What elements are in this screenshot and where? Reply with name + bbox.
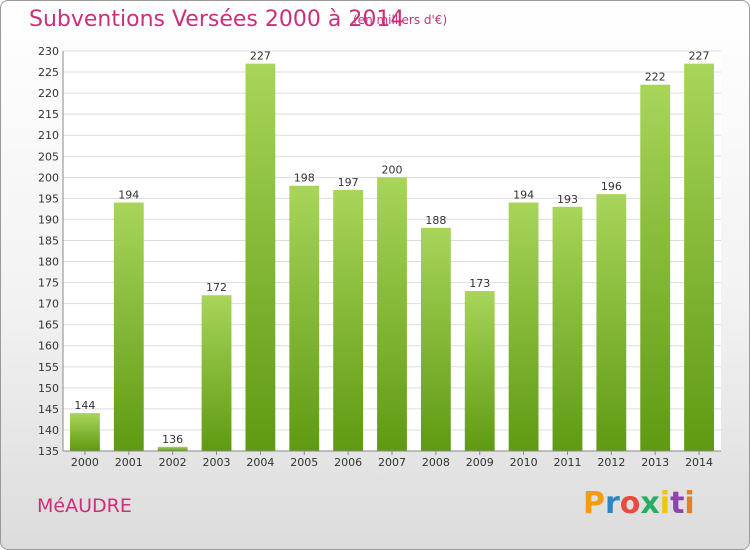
bar-value-label: 173 (469, 277, 490, 290)
bar-value-label: 227 (689, 50, 710, 63)
bar-value-label: 200 (382, 163, 403, 176)
bar-2002 (157, 446, 188, 451)
bar-value-label: 194 (118, 189, 139, 202)
bar-value-label: 144 (74, 399, 95, 412)
logo-letter: x (640, 486, 660, 521)
bar-value-label: 222 (645, 71, 666, 84)
y-tick-label: 150 (38, 382, 59, 395)
logo-letter: t (670, 486, 685, 521)
x-axis-ticks: 2000 2001 2002 2003 2004 2005 2006 2007 2008 2009… (71, 451, 713, 469)
y-tick-label: 220 (38, 87, 59, 100)
bar-2011 (552, 206, 583, 451)
x-tick-label: 2007 (378, 456, 406, 469)
bar-value-label: 194 (513, 189, 534, 202)
y-tick-label: 210 (38, 129, 59, 142)
logo-letter: r (605, 486, 620, 521)
bar-value-label: 193 (557, 193, 578, 206)
bar-value-label: 172 (206, 281, 227, 294)
logo-letter: o (619, 486, 641, 521)
bar-2008 (420, 227, 451, 451)
bar-2010 (508, 202, 539, 451)
bar-2014 (684, 63, 714, 451)
bar-2007 (377, 177, 407, 451)
y-tick-label: 145 (38, 403, 59, 416)
bar-2013 (640, 84, 671, 452)
y-tick-label: 215 (38, 108, 59, 121)
x-tick-label: 2002 (159, 456, 187, 469)
x-tick-label: 2005 (290, 456, 318, 469)
bar-value-label: 196 (601, 180, 622, 193)
commune-name: MéAUDRE (37, 495, 132, 517)
x-tick-label: 2013 (641, 456, 669, 469)
logo-letter: P (583, 486, 605, 521)
x-tick-label: 2012 (597, 456, 625, 469)
y-tick-label: 190 (38, 213, 59, 226)
y-tick-label: 205 (38, 150, 59, 163)
bar-2001 (113, 202, 144, 451)
bar-value-label: 188 (425, 214, 446, 227)
x-tick-label: 2011 (553, 456, 581, 469)
x-tick-label: 2008 (422, 456, 450, 469)
logo-letter: i (684, 486, 695, 521)
bar-2009 (464, 291, 495, 451)
logo-letter: i (659, 486, 671, 521)
x-tick-label: 2006 (334, 456, 362, 469)
x-tick-label: 2004 (246, 456, 274, 469)
y-tick-label: 140 (38, 424, 59, 437)
bar-value-label: 227 (250, 50, 271, 63)
y-tick-label: 230 (38, 45, 59, 58)
x-tick-label: 2001 (115, 456, 143, 469)
x-tick-label: 2009 (466, 456, 494, 469)
y-tick-label: 160 (38, 340, 59, 353)
y-tick-label: 200 (38, 171, 59, 184)
bar-2012 (596, 194, 627, 451)
y-tick-label: 195 (38, 192, 59, 205)
bar-value-label: 136 (162, 433, 183, 446)
chart-title: Subventions Versées 2000 à 2014 (29, 7, 405, 32)
x-tick-label: 2010 (510, 456, 538, 469)
y-axis-ticks: 135 140 145 150 155 160 165 170 175 180 185 190 195 2… (38, 45, 59, 458)
y-tick-label: 155 (38, 361, 59, 374)
proxiti-logo: Proxiti (583, 486, 695, 521)
y-tick-label: 225 (38, 66, 59, 79)
y-tick-label: 165 (38, 319, 59, 332)
y-tick-label: 175 (38, 277, 59, 290)
y-tick-label: 180 (38, 256, 59, 269)
bar-2005 (289, 185, 320, 451)
y-tick-label: 170 (38, 298, 59, 311)
y-tick-label: 135 (38, 445, 59, 458)
y-tick-label: 185 (38, 234, 59, 247)
bar-value-label: 197 (338, 176, 359, 189)
chart-subtitle: (en milliers d'€) (353, 13, 448, 27)
x-tick-label: 2000 (71, 456, 99, 469)
bar-2000 (70, 413, 100, 451)
bar-2004 (245, 63, 276, 451)
bar-value-label: 198 (294, 172, 315, 185)
x-tick-label: 2014 (685, 456, 713, 469)
bar-2006 (333, 189, 364, 451)
bars: 144 194 136 172 227 198 197 200 188 173 194 193 196 2… (70, 50, 714, 452)
x-tick-label: 2003 (203, 456, 231, 469)
bar-2003 (201, 295, 232, 451)
